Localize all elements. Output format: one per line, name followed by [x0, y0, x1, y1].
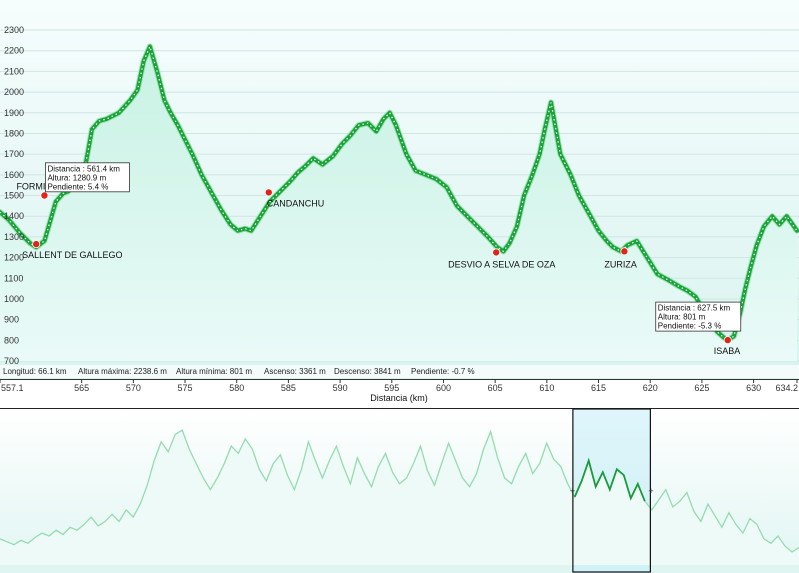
- y-tick-labels: 2300 2200 2100 2000 1900 1800 1700 1600 1500 1400…: [4, 25, 24, 366]
- x-tick-label: 610: [539, 383, 554, 393]
- waypoint-marker[interactable]: [723, 336, 732, 345]
- x-axis-ticks: 557.1 565 570 575 580 585 590 595 600 605 610 615 62…: [0, 379, 798, 393]
- x-tick-label: 625: [694, 383, 709, 393]
- waypoint-label: FORMIGAL: [16, 182, 63, 192]
- y-tick-label: 1600: [4, 170, 24, 180]
- y-tick-label: 1100: [4, 273, 23, 283]
- y-tick-label: 2100: [4, 66, 24, 76]
- stat-item: Altura máxima: 2238.6 m: [78, 367, 167, 376]
- elevation-line-dots: [0, 44, 798, 341]
- tooltip-box: [655, 301, 742, 332]
- waypoint-marker[interactable]: [32, 240, 41, 249]
- overview-highlight-line: [573, 457, 646, 502]
- tooltip-line: Pendiente: -5.3 %: [658, 322, 722, 331]
- y-tick-label: 1500: [4, 191, 24, 201]
- stat-item: Descenso: 3841 m: [334, 367, 401, 376]
- stat-item: Ascenso: 3361 m: [264, 367, 326, 376]
- stat-item: Longitud: 66.1 km: [3, 367, 67, 376]
- overview-handle-right[interactable]: +: [648, 486, 653, 496]
- overview-area: [0, 430, 799, 565]
- x-tick-label: 580: [229, 383, 244, 393]
- tooltip-line: Altura: 801 m: [658, 313, 706, 322]
- x-tick-label: 585: [281, 383, 296, 393]
- tooltip-line: Distancia : 561.4 km: [47, 164, 120, 173]
- waypoint-marker[interactable]: [40, 191, 49, 200]
- x-tick-label: 634.2: [775, 383, 798, 393]
- waypoint-label: DESVIO A SELVA DE OZA: [448, 259, 555, 269]
- elevation-area-layer: [0, 46, 797, 361]
- y-tick-label: 1000: [4, 294, 24, 304]
- x-tick-label: 615: [591, 383, 606, 393]
- y-tick-label: 1400: [4, 211, 24, 221]
- waypoint-marker[interactable]: [620, 247, 629, 256]
- y-tick-label: 1300: [4, 232, 24, 242]
- waypoint-marker[interactable]: [492, 248, 501, 257]
- tooltip-line: Altura: 1280.9 m: [47, 173, 106, 182]
- waypoint-label: CANDANCHU: [267, 198, 325, 208]
- overview-handle-left[interactable]: +: [570, 486, 575, 496]
- waypoint-marker[interactable]: [264, 188, 273, 197]
- y-tick-label: 1900: [4, 108, 24, 118]
- stat-item: Pendiente: -0.7 %: [411, 367, 475, 376]
- y-tick-label: 2200: [4, 46, 24, 56]
- overview-panel[interactable]: + +: [0, 408, 799, 573]
- waypoint-layer: FORMIGAL SALLENT DE GALLEGO CANDANCHU DESVI…: [16, 182, 740, 357]
- stat-item: Altura mínima: 801 m: [176, 367, 252, 376]
- x-tick-label: 605: [488, 383, 503, 393]
- x-tick-label: 620: [643, 383, 658, 393]
- y-tick-label: 800: [4, 335, 19, 345]
- y-tick-label: 2300: [4, 25, 24, 35]
- tooltip-box: [45, 162, 130, 193]
- x-tick-label: 565: [74, 383, 89, 393]
- overview-window[interactable]: [572, 408, 651, 573]
- y-tick-label: 2000: [4, 87, 24, 97]
- stats-bar: [0, 365, 799, 378]
- stats-row: Longitud: 66.1 km Altura máxima: 2238.6 m…: [3, 367, 475, 376]
- elevation-area: [0, 46, 797, 361]
- x-tick-label: 630: [746, 383, 761, 393]
- waypoint-label: ZURIZA: [604, 259, 637, 269]
- x-tick-label: 590: [333, 383, 348, 393]
- elevation-line-layer: [0, 43, 799, 344]
- y-tick-label: 1200: [4, 253, 24, 263]
- x-axis-band: [0, 379, 799, 408]
- y-tick-label: 1700: [4, 149, 24, 159]
- y-tick-label: 700: [4, 356, 19, 366]
- x-tick-label: 557.1: [1, 383, 24, 393]
- waypoint-label: ISABA: [714, 346, 741, 356]
- tooltip-line: Distancia : 627.5 km: [658, 304, 731, 313]
- x-tick-label: 575: [178, 383, 193, 393]
- waypoint-label: SALLENT DE GALLEGO: [22, 250, 122, 260]
- x-tick-label: 595: [384, 383, 399, 393]
- x-axis-label: Distancia (km): [370, 393, 428, 403]
- y-tick-label: 1800: [4, 128, 24, 138]
- tooltip-line: Pendiente: 5.4 %: [47, 182, 108, 191]
- x-tick-label: 600: [436, 383, 451, 393]
- y-tick-label: 900: [4, 315, 19, 325]
- overview-line: [0, 429, 799, 553]
- x-tick-label: 570: [126, 383, 141, 393]
